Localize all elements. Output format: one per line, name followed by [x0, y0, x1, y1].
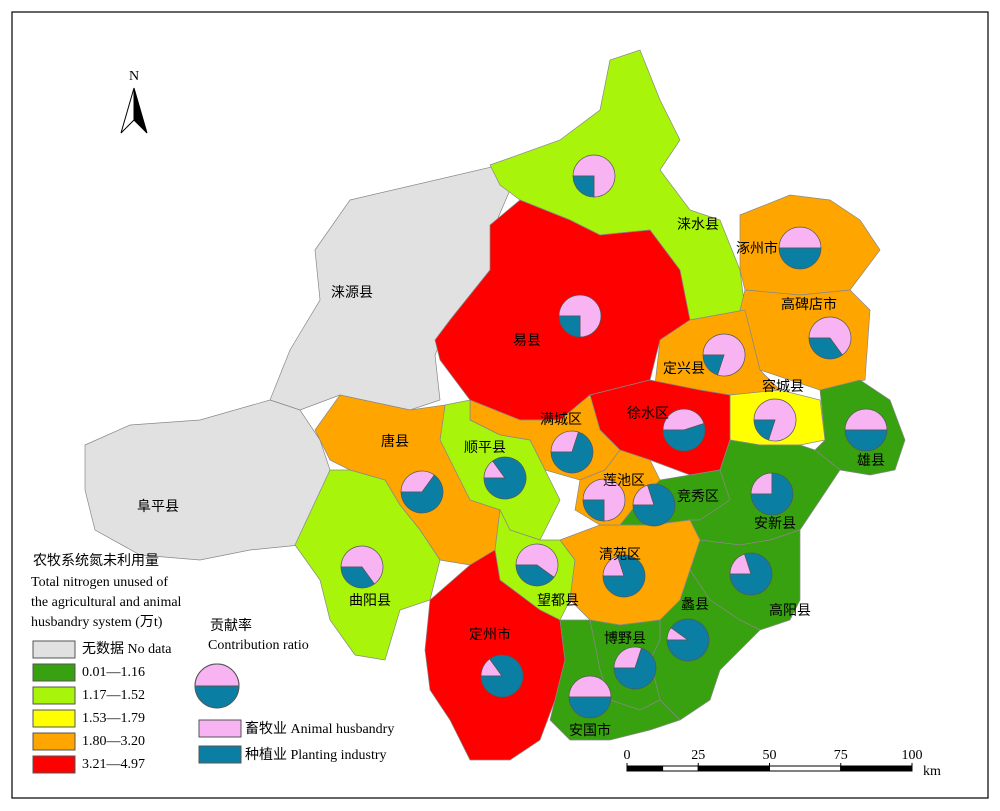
county-label: 曲阳县 — [349, 593, 391, 609]
pie-legend-swatch — [198, 719, 242, 738]
legend-swatch — [32, 663, 76, 682]
county-label: 满城区 — [540, 412, 582, 428]
pie-slice — [662, 408, 705, 431]
pie-slice — [702, 354, 725, 376]
county-label: 高碑店市 — [781, 296, 837, 313]
county-label: 雄县 — [857, 453, 885, 469]
scale-segment — [697, 765, 770, 772]
pie-slice — [480, 654, 524, 698]
county-label: 定兴县 — [663, 361, 705, 377]
legend-swatch — [32, 686, 76, 705]
pie-slice — [340, 545, 384, 585]
county-label: 涞水县 — [677, 217, 719, 233]
pie-legend-title: 贡献率 — [210, 617, 252, 634]
county-label: 唐县 — [381, 433, 409, 450]
pie-slice — [808, 316, 852, 356]
pie-slice — [483, 456, 527, 500]
legend-title-en: the agricultural and animal — [31, 595, 182, 610]
pie-slice — [550, 430, 579, 453]
pie-slice — [550, 431, 594, 474]
county-label: 阜平县 — [137, 498, 179, 515]
pie-slice — [400, 470, 435, 493]
legend-title-en: husbandry system (万t) — [31, 615, 163, 630]
pie-slice — [340, 566, 375, 589]
county-label: 清苑区 — [599, 547, 641, 563]
pie-slice — [582, 478, 626, 522]
pie-slice — [568, 675, 612, 698]
pie-slice — [750, 472, 773, 495]
pie-slice — [572, 154, 616, 198]
county-label: 易县 — [513, 334, 541, 349]
pie-slice — [729, 552, 773, 596]
pie-legend-swatch — [198, 745, 242, 764]
county — [269, 164, 511, 411]
legend-label: 1.53—1.79 — [82, 711, 145, 726]
north-arrow: N — [120, 69, 148, 134]
county-label: 望都县 — [537, 593, 579, 609]
legend-title: 农牧系统氮未利用量 — [33, 553, 159, 569]
county-label: 博野县 — [604, 630, 646, 647]
pie-slice — [808, 337, 843, 360]
pie-slice — [582, 499, 605, 522]
pie-slice — [400, 474, 444, 514]
pie-slice — [515, 564, 555, 587]
county-label: 定州市 — [469, 626, 511, 643]
pie-slice — [602, 554, 646, 598]
legend-label: 1.17—1.52 — [82, 688, 145, 703]
scale-segment — [769, 765, 842, 772]
county-label: 竞秀区 — [677, 488, 719, 505]
scale-unit: km — [923, 764, 941, 779]
legend-label: 无数据 No data — [82, 641, 172, 657]
pie-legend-label: 畜牧业 Animal husbandry — [245, 721, 394, 737]
county-label: 容城县 — [762, 378, 804, 395]
legend-swatch — [32, 709, 76, 728]
pie-slice — [778, 226, 822, 249]
legend-title-en: Total nitrogen unused of — [31, 575, 168, 590]
scale-tick-label: 75 — [834, 748, 848, 763]
legend-swatch — [32, 755, 76, 774]
scale-tick-label: 25 — [691, 748, 705, 763]
pie-slice — [572, 175, 595, 198]
county-label: 蠡县 — [681, 596, 709, 613]
legend-swatch — [32, 732, 76, 751]
county-label: 安国市 — [569, 722, 611, 739]
pie-slice — [613, 646, 642, 669]
scale-tick-label: 0 — [624, 748, 631, 763]
scale-segment — [626, 765, 664, 772]
north-label: N — [129, 69, 139, 84]
pie-slice — [613, 647, 657, 690]
pie-slice — [753, 419, 776, 441]
county-label: 徐水区 — [627, 406, 669, 422]
legend-label: 0.01—1.16 — [82, 665, 145, 680]
pie-slice — [515, 543, 559, 578]
pie-slice — [558, 315, 581, 338]
pie-slice — [632, 483, 676, 527]
pie-legend-title-en: Contribution ratio — [208, 638, 309, 653]
county-label: 安新县 — [754, 516, 796, 532]
legend-label: 1.80—3.20 — [82, 734, 145, 749]
legend-swatch — [32, 640, 76, 659]
county-label: 高阳县 — [769, 602, 811, 619]
legend-pie — [194, 663, 240, 687]
county-label: 顺平县 — [464, 440, 506, 456]
pie-slice — [568, 696, 612, 719]
pie-legend-label: 种植业 Planting industry — [245, 747, 387, 763]
scale-segment — [662, 765, 699, 772]
scale-tick-label: 100 — [902, 748, 923, 763]
pie-slice — [750, 472, 794, 516]
pie-slice — [778, 247, 822, 270]
scale-tick-label: 50 — [763, 748, 777, 763]
legend-label: 3.21—4.97 — [82, 757, 145, 772]
county-label: 涿州市 — [736, 240, 778, 257]
scale-segment — [840, 765, 913, 772]
pie-slice — [844, 429, 888, 452]
county-label: 涞源县 — [331, 285, 373, 301]
county-label: 莲池区 — [603, 473, 645, 489]
pie-slice — [662, 423, 706, 452]
pie-slice — [844, 408, 888, 431]
pie-slice — [558, 294, 602, 338]
pie-slice — [666, 618, 710, 662]
